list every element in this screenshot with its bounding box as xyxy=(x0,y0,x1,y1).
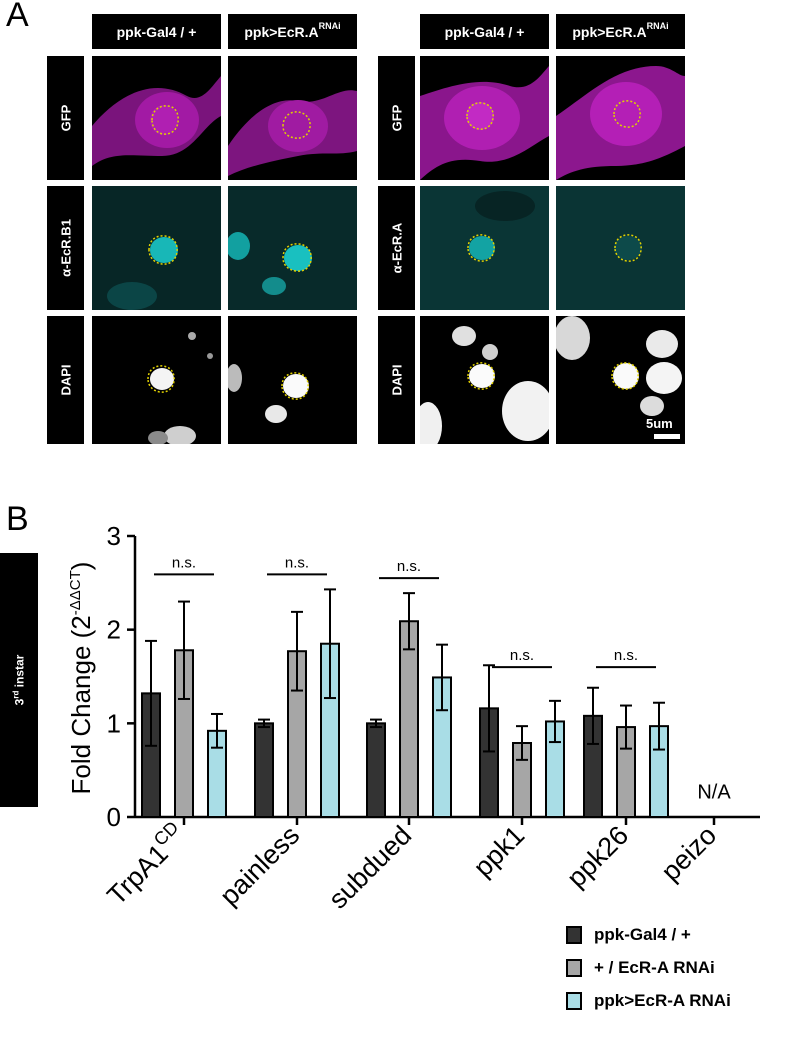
micro-dapi-left-control xyxy=(92,316,221,444)
micro-dapi-right-rnai xyxy=(556,316,685,444)
x-tick-label-text: painless xyxy=(214,820,305,911)
significance-label: n.s. xyxy=(614,647,638,664)
legend-swatch xyxy=(566,926,582,944)
col-header-left-rnai: ppk>EcR.A RNAi xyxy=(228,14,357,49)
x-tick-label-text: ppk1 xyxy=(468,820,531,883)
svg-text:Fold Change (2-ΔΔCT): Fold Change (2-ΔΔCT) xyxy=(66,562,96,795)
significance-label: n.s. xyxy=(510,647,534,664)
x-tick-label: ppk1 xyxy=(468,820,531,883)
y-axis-label: Fold Change (2-ΔΔCT) xyxy=(66,562,96,795)
micro-dapi-left-rnai xyxy=(228,316,357,444)
panel-a-letter: A xyxy=(6,0,29,34)
micro-gfp-right-control xyxy=(420,56,549,180)
significance-label: n.s. xyxy=(397,558,421,575)
y-tick-label: 0 xyxy=(107,802,121,832)
panel-b-letter: B xyxy=(6,500,29,538)
legend-item: ppk>EcR-A RNAi xyxy=(566,991,731,1011)
micro-ecra-right-rnai xyxy=(556,186,685,310)
significance-label: n.s. xyxy=(285,554,309,571)
stage-label: 3rd instar xyxy=(0,553,38,807)
row-label-ecra: α-EcR.A xyxy=(378,186,415,310)
col-header-left-control: ppk-Gal4 / + xyxy=(92,14,221,49)
x-tick-label: subdued xyxy=(323,820,417,914)
legend-item: ppk-Gal4 / + xyxy=(566,925,731,945)
x-tick-label-text: peizo xyxy=(655,820,722,887)
y-tick-label: 3 xyxy=(107,521,121,551)
row-label-ecrb1: α-EcR.B1 xyxy=(47,186,84,310)
row-label-gfp-right: GFP xyxy=(378,56,415,180)
bar xyxy=(399,620,419,819)
bar xyxy=(366,722,386,818)
x-tick-label-text: ppk26 xyxy=(561,820,634,893)
x-tick-label: painless xyxy=(214,820,305,911)
na-label: N/A xyxy=(697,782,731,804)
micro-gfp-left-rnai xyxy=(228,56,357,180)
micro-gfp-left-control xyxy=(92,56,221,180)
significance-label: n.s. xyxy=(172,554,196,571)
micro-ecrb1-left-control xyxy=(92,186,221,310)
legend-swatch xyxy=(566,992,582,1010)
scale-bar-label: 5um xyxy=(646,416,673,431)
y-tick-label: 1 xyxy=(107,708,121,738)
y-tick-label: 2 xyxy=(107,615,121,645)
row-label-dapi-right: DAPI xyxy=(378,316,415,444)
row-label-gfp-left: GFP xyxy=(47,56,84,180)
row-label-dapi-left: DAPI xyxy=(47,316,84,444)
x-tick-label: ppk26 xyxy=(561,820,634,893)
x-tick-label-text: subdued xyxy=(323,820,417,914)
col-header-right-control: ppk-Gal4 / + xyxy=(420,14,549,49)
x-tick-label: peizo xyxy=(655,820,722,887)
legend-item: + / EcR-A RNAi xyxy=(566,958,731,978)
micro-gfp-right-rnai xyxy=(556,56,685,180)
legend-swatch xyxy=(566,959,582,977)
micro-ecra-right-control xyxy=(420,186,549,310)
micro-dapi-right-control xyxy=(420,316,549,444)
legend: ppk-Gal4 / + + / EcR-A RNAi ppk>EcR-A RN… xyxy=(566,925,731,1011)
scale-bar xyxy=(654,434,680,439)
micro-ecrb1-left-rnai xyxy=(228,186,357,310)
col-header-right-rnai: ppk>EcR.A RNAi xyxy=(556,14,685,49)
bar xyxy=(254,722,274,818)
